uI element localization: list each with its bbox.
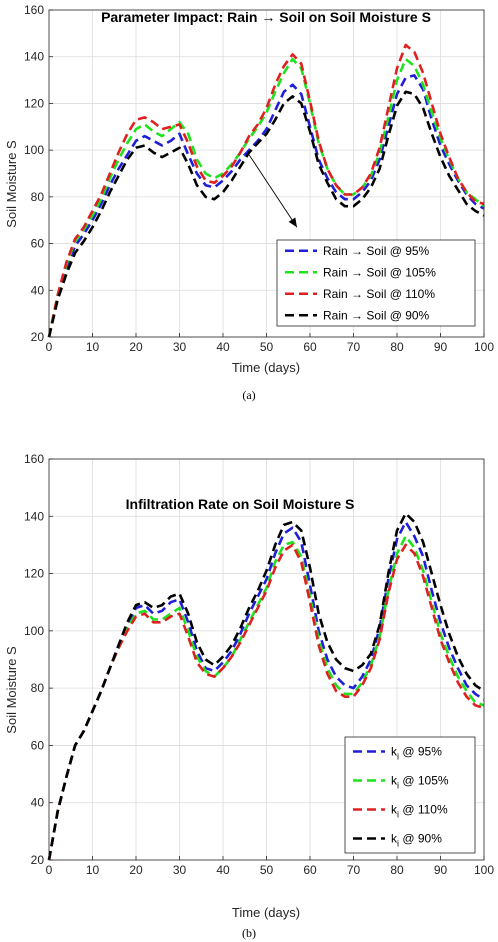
y-tick-label: 100 bbox=[24, 624, 44, 638]
x-tick-label: 100 bbox=[474, 340, 494, 354]
series-line-1 bbox=[47, 74, 485, 338]
arrow-head bbox=[288, 217, 297, 228]
x-tick-label: 40 bbox=[216, 340, 230, 354]
legend-box bbox=[276, 239, 476, 327]
y-tick-label: 40 bbox=[31, 283, 45, 297]
x-axis-label-b: Time (days) bbox=[232, 905, 300, 920]
x-tick-label: 70 bbox=[347, 863, 361, 877]
x-tick-label: 80 bbox=[390, 340, 404, 354]
legend-label: Rain → Soil @ 105% bbox=[323, 265, 436, 279]
panel-a: 0 10 20 30 40 50 60 70 80 90 100 20 40 60 80 100 120 140… bbox=[4, 3, 494, 402]
caption-a: (a) bbox=[242, 388, 255, 402]
x-tick-labels-b: 0 10 20 30 40 50 60 70 80 90 100 bbox=[46, 856, 494, 877]
series-line-1 bbox=[47, 520, 485, 861]
y-tick-label: 40 bbox=[31, 796, 45, 810]
chart-title-b: Infiltration Rate on Soil Moisture S bbox=[126, 496, 355, 512]
y-tick-labels-a: 20 40 60 80 100 120 140 160 bbox=[24, 3, 53, 344]
x-tick-label: 50 bbox=[260, 340, 274, 354]
legend-box bbox=[344, 736, 476, 854]
x-tick-labels-a: 0 10 20 30 40 50 60 70 80 90 100 bbox=[46, 333, 494, 354]
arrow-shaft bbox=[248, 154, 298, 228]
x-tick-label: 0 bbox=[46, 863, 53, 877]
y-tick-label: 80 bbox=[31, 681, 45, 695]
y-tick-label: 60 bbox=[31, 237, 45, 251]
legend-a: Rain → Soil @ 95% Rain → Soil @ 105% Rain … bbox=[276, 239, 476, 327]
x-tick-label: 40 bbox=[216, 863, 230, 877]
legend-b: ki @ 95% ki @ 105% ki @ 110% ki @ 90% bbox=[344, 736, 476, 854]
x-tick-label: 90 bbox=[434, 863, 448, 877]
x-tick-label: 30 bbox=[173, 863, 187, 877]
y-axis-label-a: Soil Moisture S bbox=[4, 140, 19, 228]
series-line-4 bbox=[47, 90, 485, 338]
x-tick-label: 80 bbox=[390, 863, 404, 877]
y-tick-label: 120 bbox=[24, 567, 44, 581]
x-tick-label: 60 bbox=[303, 340, 317, 354]
x-tick-label: 70 bbox=[347, 340, 361, 354]
y-tick-label: 20 bbox=[31, 330, 45, 344]
series-line-4 bbox=[47, 512, 485, 861]
x-tick-label: 100 bbox=[474, 863, 494, 877]
legend-label: Rain → Soil @ 90% bbox=[323, 308, 430, 322]
caption-b: (b) bbox=[242, 926, 256, 940]
y-tick-label: 80 bbox=[31, 190, 45, 204]
y-axis-label-b: Soil Moisture S bbox=[4, 646, 19, 734]
y-tick-label: 100 bbox=[24, 143, 44, 157]
series-lines-b bbox=[47, 512, 485, 861]
y-tick-label: 140 bbox=[24, 509, 44, 523]
y-tick-label: 20 bbox=[31, 853, 45, 867]
y-tick-labels-b: 20 40 60 80 100 120 140 160 bbox=[24, 452, 53, 867]
series-line-3 bbox=[47, 543, 485, 861]
x-tick-label: 20 bbox=[129, 863, 143, 877]
y-tick-label: 160 bbox=[24, 3, 44, 17]
x-axis-label-a: Time (days) bbox=[232, 360, 300, 375]
x-tick-label: 20 bbox=[129, 340, 143, 354]
legend-label: ki @ 90% bbox=[391, 832, 442, 849]
legend-label: ki @ 95% bbox=[391, 745, 442, 762]
legend-label: ki @ 105% bbox=[391, 774, 449, 791]
x-tick-label: 0 bbox=[46, 340, 53, 354]
series-lines-a bbox=[47, 43, 485, 338]
legend-label: ki @ 110% bbox=[391, 803, 448, 820]
x-tick-label: 60 bbox=[303, 863, 317, 877]
x-tick-label: 10 bbox=[86, 340, 100, 354]
legend-label: Rain → Soil @ 95% bbox=[323, 244, 430, 258]
y-tick-label: 120 bbox=[24, 96, 44, 110]
y-tick-label: 140 bbox=[24, 50, 44, 64]
y-tick-label: 60 bbox=[31, 738, 45, 752]
annotation-arrow bbox=[248, 154, 298, 228]
x-tick-label: 30 bbox=[173, 340, 187, 354]
panel-b: 0 10 20 30 40 50 60 70 80 90 100 20 40 60 80 100 120 140… bbox=[4, 452, 494, 940]
x-tick-label: 10 bbox=[86, 863, 100, 877]
y-tick-label: 160 bbox=[24, 452, 44, 466]
chart-title-a: Parameter Impact: Rain → Soil on Soil Mo… bbox=[101, 9, 431, 25]
series-line-2 bbox=[47, 57, 485, 338]
x-tick-label: 50 bbox=[260, 863, 274, 877]
legend-label: Rain → Soil @ 110% bbox=[323, 287, 435, 301]
x-tick-label: 90 bbox=[434, 340, 448, 354]
